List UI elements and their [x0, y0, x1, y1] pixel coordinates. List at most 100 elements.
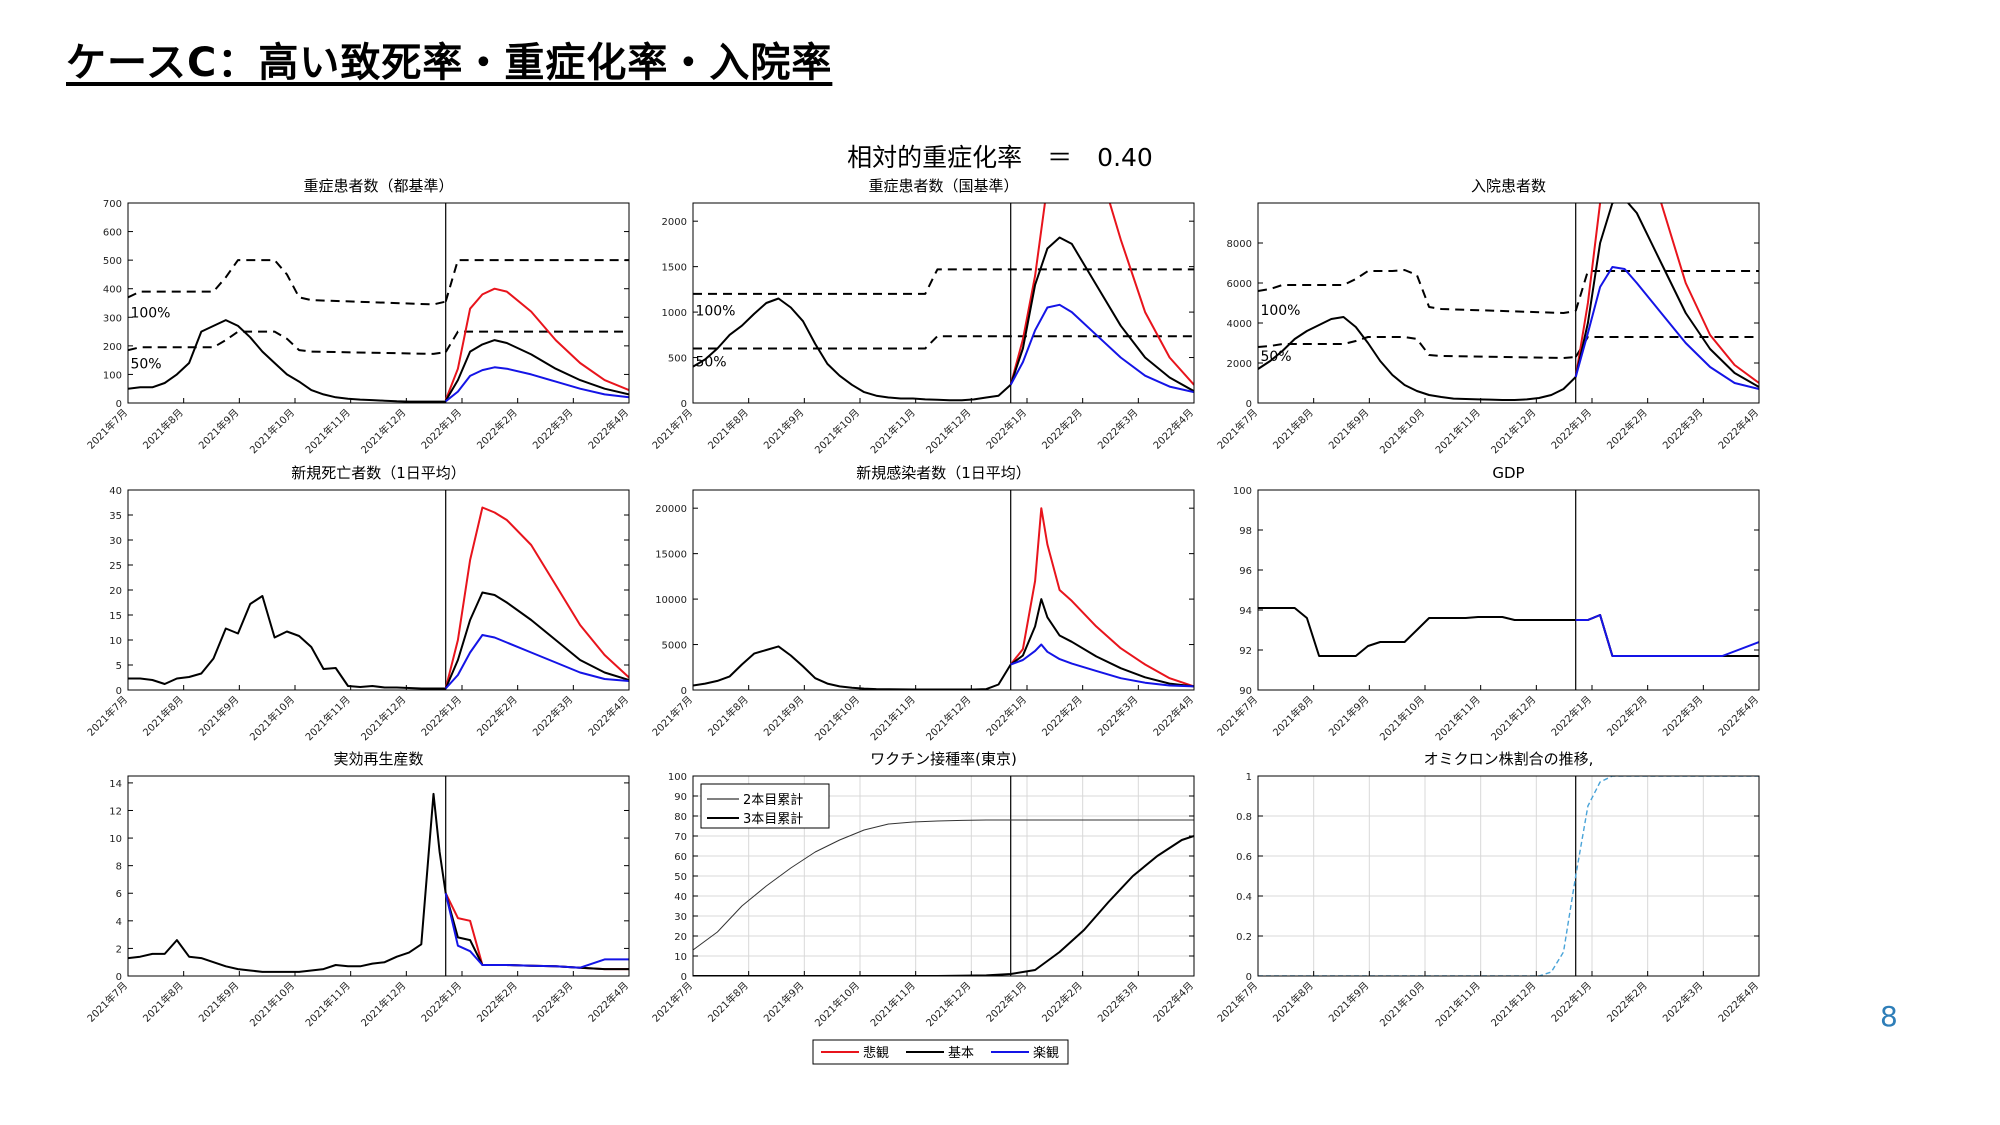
x-tick-label: 2021年7月 — [649, 406, 695, 452]
x-tick-label: 2022年1月 — [418, 693, 464, 739]
series-line-base — [1258, 607, 1576, 657]
plot-frame — [127, 202, 630, 404]
plot-frame — [127, 489, 630, 691]
x-tick-label: 2021年7月 — [84, 979, 130, 1025]
x-tick-label: 2021年11月 — [1432, 693, 1482, 743]
y-tick-label: 500 — [103, 256, 122, 267]
x-tick-label: 2021年9月 — [761, 693, 807, 739]
vaccine-legend-box — [700, 783, 830, 829]
series-line-pessimistic — [1574, 203, 1759, 384]
figure-super-title: 相対的重症化率 ＝ 0.40 — [847, 143, 1153, 172]
x-tick-label: 2021年9月 — [1326, 979, 1372, 1025]
y-tick-label: 14 — [109, 779, 122, 790]
x-tick-label: 2022年1月 — [983, 693, 1029, 739]
series-line-base — [444, 259, 629, 302]
x-tick-label: 2021年10月 — [812, 693, 862, 743]
y-tick-label: 0.4 — [1236, 892, 1252, 903]
y-tick-label: 200 — [103, 342, 122, 353]
scenario-legend-label: 楽観 — [1033, 1045, 1059, 1061]
y-tick-label: 0 — [1246, 399, 1252, 410]
series-line-base — [1258, 336, 1576, 359]
y-tick-label: 300 — [103, 313, 122, 324]
y-tick-label: 2 — [116, 944, 122, 955]
x-tick-label: 2021年7月 — [1214, 979, 1260, 1025]
reference-label: 100% — [1260, 303, 1300, 319]
x-tick-label: 2021年12月 — [1488, 406, 1538, 456]
x-tick-label: 2021年11月 — [302, 979, 352, 1029]
x-tick-label: 2022年1月 — [1548, 406, 1594, 452]
series-line-base — [1009, 236, 1194, 393]
series-line-base — [1258, 316, 1577, 401]
x-tick-label: 2022年4月 — [1150, 979, 1196, 1025]
x-tick-label: 2021年12月 — [358, 693, 408, 743]
y-tick-label: 40 — [674, 892, 687, 903]
y-tick-label: 92 — [1239, 646, 1252, 657]
x-tick-label: 2021年12月 — [1488, 693, 1538, 743]
vaccine-legend-label: 2本目累計 — [743, 792, 803, 808]
panel-title: 重症患者数（国基準） — [868, 177, 1018, 195]
y-tick-label: 500 — [668, 354, 687, 365]
plot-frame — [1257, 489, 1760, 691]
series-line-base — [693, 297, 1012, 402]
x-tick-label: 2021年11月 — [867, 693, 917, 743]
x-tick-label: 2021年10月 — [1377, 406, 1427, 456]
x-tick-label: 2021年11月 — [867, 979, 917, 1029]
x-tick-label: 2021年12月 — [923, 406, 973, 456]
y-tick-label: 80 — [674, 812, 687, 823]
series-line-base — [128, 595, 446, 690]
x-tick-label: 2022年2月 — [1604, 979, 1650, 1025]
series-line-base — [1010, 598, 1194, 688]
y-tick-label: 600 — [103, 228, 122, 239]
x-tick-label: 2021年9月 — [761, 406, 807, 452]
chart-panel-8: ワクチン接種率(東京) 0 10 20 30 40 50 60 70 80 90 100 2021年7月… — [649, 750, 1196, 1029]
y-tick-label: 100 — [668, 772, 687, 783]
y-tick-label: 6000 — [1227, 279, 1252, 290]
series-line-omicron — [1258, 776, 1759, 976]
y-tick-label: 25 — [109, 561, 122, 572]
y-tick-label: 20000 — [655, 504, 687, 515]
x-tick-label: 2021年7月 — [1214, 406, 1260, 452]
x-tick-label: 2022年4月 — [1715, 406, 1761, 452]
x-tick-label: 2021年7月 — [649, 979, 695, 1025]
series-line-optimistic — [1009, 303, 1194, 394]
panel-title: 入院患者数 — [1471, 177, 1546, 195]
x-tick-label: 2021年10月 — [247, 693, 297, 743]
series-line-pessimistic — [1575, 614, 1759, 657]
x-tick-label: 2021年9月 — [1326, 693, 1372, 739]
x-tick-label: 2021年8月 — [1270, 406, 1316, 452]
reference-label: 50% — [695, 355, 726, 371]
slide-title: ケースC：高い致死率・重症化率・入院率 — [66, 40, 833, 86]
series-line-base — [1258, 269, 1576, 314]
x-tick-label: 2021年11月 — [302, 693, 352, 743]
chart-panel-9: オミクロン株割合の推移, 0 0.2 0.4 0.6 0.8 1 2021年7月 2021年8月… — [1214, 750, 1761, 1029]
y-tick-label: 90 — [674, 792, 687, 803]
y-tick-label: 0 — [681, 972, 687, 983]
x-tick-label: 2021年12月 — [923, 693, 973, 743]
y-tick-label: 35 — [109, 511, 122, 522]
x-tick-label: 2021年7月 — [1214, 693, 1260, 739]
x-tick-label: 2021年10月 — [247, 406, 297, 456]
series-line-base — [1574, 336, 1759, 358]
series-line-optimistic — [444, 634, 629, 690]
x-tick-label: 2022年4月 — [1715, 979, 1761, 1025]
x-tick-label: 2021年11月 — [1432, 406, 1482, 456]
x-tick-label: 2022年2月 — [1604, 693, 1650, 739]
x-tick-label: 2022年3月 — [530, 693, 576, 739]
x-tick-label: 2022年3月 — [1660, 406, 1706, 452]
x-tick-label: 2021年10月 — [247, 979, 297, 1029]
x-tick-label: 2022年2月 — [474, 406, 520, 452]
scenario-legend: 悲観 基本 楽観 — [812, 1039, 1069, 1065]
plot-frame — [127, 775, 630, 977]
x-tick-label: 2021年12月 — [358, 406, 408, 456]
panel-title: 重症患者数（都基準） — [303, 177, 453, 195]
series-line-base — [444, 339, 629, 402]
y-tick-label: 70 — [674, 832, 687, 843]
x-tick-label: 2022年1月 — [418, 979, 464, 1025]
series-line-base — [128, 330, 446, 355]
series-line-pessimistic — [444, 892, 629, 971]
x-tick-label: 2022年3月 — [1660, 979, 1706, 1025]
series-line-dose3 — [693, 835, 1194, 976]
